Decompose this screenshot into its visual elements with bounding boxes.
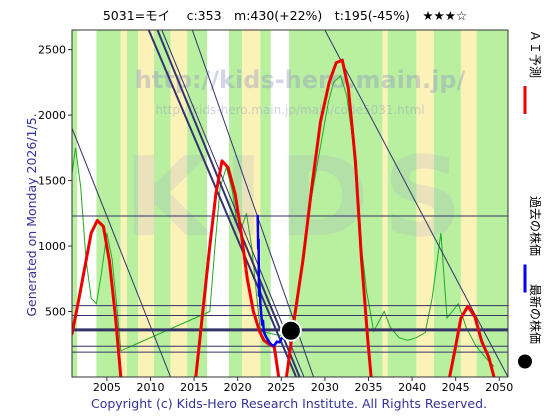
background-band-0 [72,30,78,377]
watermark-url-sub: http://kids-hero.main.jp/main/code5031.h… [155,103,424,117]
legend-label-0: ＡＩ予測 [528,30,542,78]
x-tick-label-2050: 2050 [485,381,513,394]
background-band-5 [138,30,154,377]
background-band-15 [382,30,388,377]
series-layer [72,58,496,377]
background-band-7 [170,30,188,377]
background-band-6 [153,30,171,377]
latest-price-dot [279,319,302,342]
x-tick-label-2015: 2015 [180,381,208,394]
trend-line-5 [72,128,172,377]
y-tick-label-2500: 2500 [38,44,66,57]
trend-line-0 [147,30,298,377]
chart-title: 5031=モイ c:353 m:430(+22%) t:195(-45%) ★★… [103,8,467,23]
series-0-segment-3 [448,304,496,377]
legend-label-1: 過去の株価 [528,196,543,256]
watermark: KIDS http://kids-hero.main.jp/ http://ki… [124,66,477,261]
background-band-16 [387,30,417,377]
background-band-17 [416,30,434,377]
series-0-segment-0 [72,219,123,377]
background-band-12 [260,30,271,377]
plot-frame [71,29,509,378]
x-tick-label-2045: 2045 [442,381,470,394]
latest-price-layer [279,319,302,342]
x-tick-label-2040: 2040 [398,381,426,394]
background-band-9 [207,30,229,377]
series-0-segment-2 [285,58,373,377]
background-band-13 [270,30,290,377]
y-tick-label-2000: 2000 [38,109,66,122]
series-1-segment-0 [256,214,291,347]
trend-line-4 [324,30,508,377]
x-axis: 2005 2010 2015 2020 2025 2030 2035 2040 2045 2050 [93,377,513,394]
background-band-19 [460,30,477,377]
y-tick-label-1500: 1500 [38,175,66,188]
x-tick-label-2030: 2030 [311,381,339,394]
x-tick-label-2025: 2025 [267,381,295,394]
x-tick-label-2005: 2005 [93,381,121,394]
background-band-1 [77,30,97,377]
watermark-url: http://kids-hero.main.jp/ [135,66,466,94]
trend-line-1 [156,30,301,377]
watermark-big: KIDS [124,133,477,261]
series-0-segment-1 [194,159,281,377]
legend-label-2: 最新の株価 [528,284,543,344]
background-bands [72,30,508,377]
copyright-footer: Copyright (c) Kids-Hero Research Institu… [91,396,487,411]
trend-line-2 [161,30,305,377]
generated-date: Generated on Monday 2026/1/5. [24,113,39,316]
y-axis: 500 1000 1500 2000 2500 [38,44,72,319]
legend-marker-2 [518,354,532,369]
x-tick-label-2035: 2035 [354,381,382,394]
background-band-3 [120,30,127,377]
y-tick-label-500: 500 [45,306,66,319]
background-band-20 [476,30,508,377]
x-tick-label-2010: 2010 [136,381,164,394]
background-band-4 [126,30,139,377]
y-tick-label-1000: 1000 [38,240,66,253]
x-tick-label-2020: 2020 [224,381,252,394]
background-band-18 [433,30,461,377]
